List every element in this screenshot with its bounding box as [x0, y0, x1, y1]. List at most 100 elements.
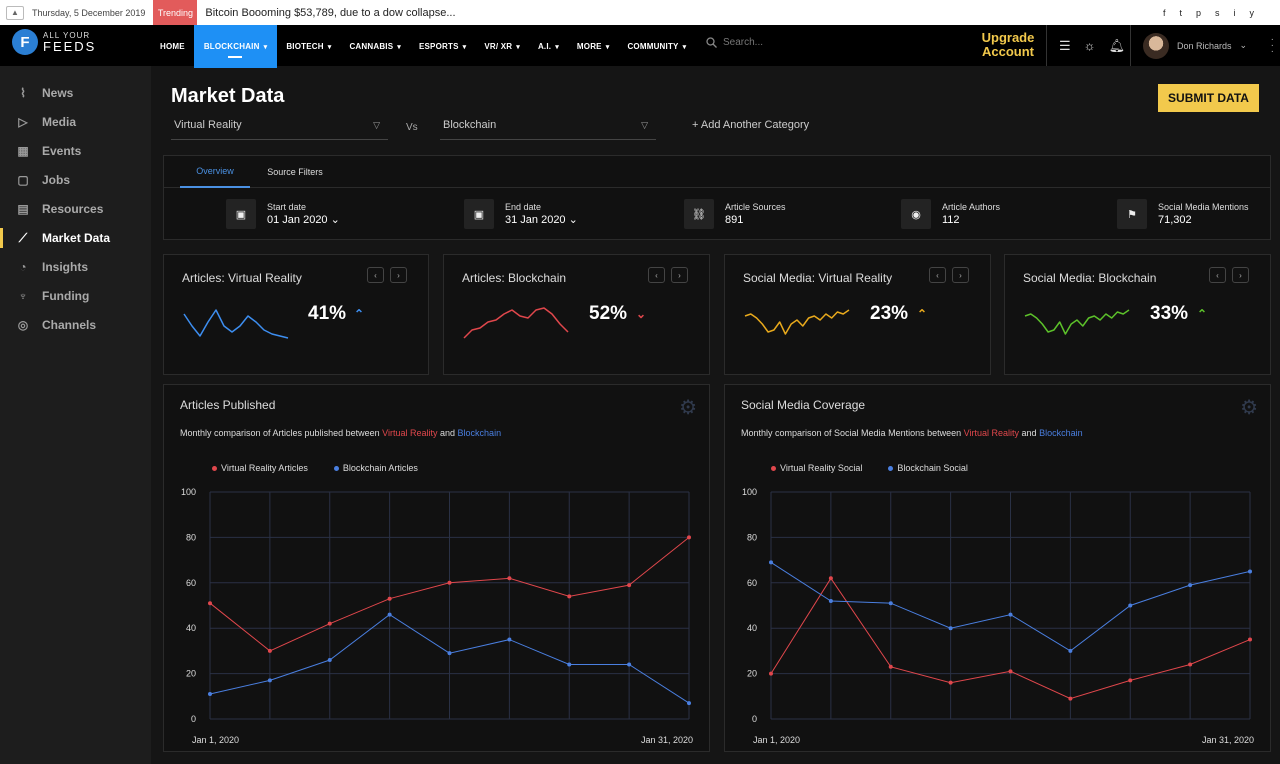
bell-icon[interactable]: 🔔︎ [1108, 37, 1126, 53]
sidebar-item-market-data[interactable]: ⟋ Market Data [0, 224, 151, 252]
data-point[interactable] [769, 560, 773, 565]
category-a-select[interactable]: Virtual Reality ▽ [171, 111, 388, 140]
legend-item[interactable]: Blockchain Articles [333, 463, 418, 473]
gear-icon[interactable]: ⚙ [679, 397, 697, 419]
legend-item[interactable]: Virtual Reality Articles [212, 463, 308, 473]
legend-item[interactable]: Virtual Reality Social [771, 463, 862, 473]
legend-item[interactable]: Blockchain Social [888, 463, 968, 473]
nav-item-esports[interactable]: ESPORTS ▾ [410, 25, 475, 68]
data-point[interactable] [888, 664, 893, 669]
list-view-icon[interactable]: ☰ [1059, 37, 1071, 53]
data-point[interactable] [627, 583, 632, 588]
data-point[interactable] [267, 648, 272, 653]
data-point[interactable] [948, 626, 953, 631]
twitter-icon[interactable]: t [1179, 7, 1182, 18]
pinterest-icon[interactable]: p [1195, 7, 1201, 18]
sidebar-item-funding[interactable]: ♆ Funding [0, 282, 151, 310]
chevron-left-icon[interactable]: ‹ [367, 267, 384, 283]
soundcloud-icon[interactable]: s [1215, 7, 1220, 18]
articles-published-panel: Articles Published ⚙ Monthly comparison of… [163, 384, 710, 752]
add-category-button[interactable]: + Add Another Category [692, 119, 810, 131]
data-point[interactable] [267, 678, 272, 683]
data-point[interactable] [447, 580, 452, 585]
upgrade-account-link[interactable]: Upgrade Account [981, 30, 1035, 59]
sidebar-item-jobs[interactable]: ▢ Jobs [0, 166, 151, 194]
youtube-icon[interactable]: y [1249, 7, 1255, 18]
chevron-right-icon[interactable]: › [671, 267, 688, 283]
article-authors-value: 112 [942, 214, 960, 226]
data-point[interactable] [687, 535, 691, 540]
facebook-icon[interactable]: f [1162, 7, 1166, 18]
trending-headline[interactable]: Bitcoin Boooming $53,789, due to a dow c… [205, 6, 456, 19]
end-date-picker[interactable]: ▣ End date 31 Jan 2020 ⌄ [464, 199, 578, 229]
user-menu[interactable]: Don Richards ⌄ [1130, 25, 1247, 66]
data-point[interactable] [948, 680, 953, 685]
nav-item-home[interactable]: HOME [151, 25, 194, 68]
gear-icon[interactable]: ⚙ [1240, 397, 1258, 419]
data-point[interactable] [1128, 678, 1133, 683]
data-point[interactable] [387, 596, 392, 601]
search-input[interactable]: Search... [723, 37, 764, 48]
start-date-picker[interactable]: ▣ Start date 01 Jan 2020 ⌄ [226, 199, 340, 229]
data-point[interactable] [1128, 603, 1133, 608]
chevron-left-icon[interactable]: ‹ [1209, 267, 1226, 283]
data-point[interactable] [507, 637, 512, 642]
data-point[interactable] [1188, 583, 1193, 588]
data-point[interactable] [507, 576, 512, 581]
sidebar-item-news[interactable]: ⌇ News [0, 79, 151, 107]
chevron-right-icon[interactable]: › [952, 267, 969, 283]
nav-item-cannabis[interactable]: CANNABIS ▾ [340, 25, 410, 68]
data-point[interactable] [888, 601, 893, 606]
nav-item-biotech[interactable]: BIOTECH ▾ [277, 25, 340, 68]
data-point[interactable] [828, 598, 833, 603]
avatar[interactable] [1143, 32, 1169, 59]
sidebar-item-channels[interactable]: ◎ Channels [0, 311, 151, 339]
sidebar-item-resources[interactable]: ▤ Resources [0, 195, 151, 223]
calendar-icon: ▣ [226, 199, 256, 229]
data-point[interactable] [208, 692, 212, 697]
nav-item-label: A.I. [537, 42, 552, 51]
data-point[interactable] [327, 621, 332, 626]
collapse-chevron-icon[interactable]: ▲ [6, 5, 24, 20]
data-point[interactable] [1008, 669, 1013, 674]
submit-data-button[interactable]: SUBMIT DATA [1158, 84, 1259, 112]
data-point[interactable] [828, 576, 833, 581]
chevron-right-icon[interactable]: › [390, 267, 407, 283]
data-point[interactable] [567, 662, 572, 667]
data-point[interactable] [1068, 648, 1073, 653]
data-point[interactable] [327, 657, 332, 662]
data-point[interactable] [208, 601, 212, 606]
tab-overview[interactable]: Overview [180, 156, 250, 188]
nav-item-community[interactable]: COMMUNITY ▾ [618, 25, 695, 68]
instagram-icon[interactable]: i [1233, 7, 1236, 18]
data-point[interactable] [1068, 696, 1073, 701]
data-point[interactable] [627, 662, 632, 667]
nav-item-blockchain[interactable]: BLOCKCHAIN ▾ [193, 25, 278, 68]
data-point[interactable] [447, 651, 452, 656]
data-point[interactable] [1008, 612, 1013, 617]
brightness-icon[interactable]: ☼ [1083, 38, 1096, 53]
chevron-left-icon[interactable]: ‹ [929, 267, 946, 283]
chevron-right-icon[interactable]: › [1232, 267, 1249, 283]
nav-item-a-i[interactable]: A.I. ▾ [529, 25, 568, 68]
data-point[interactable] [769, 671, 773, 676]
search-box[interactable]: Search... [706, 37, 763, 48]
chevron-left-icon[interactable]: ‹ [648, 267, 665, 283]
brand-logo[interactable]: F ALL YOUR FEEDS [12, 29, 96, 55]
sidebar-item-insights[interactable]: ◔ Insights [0, 253, 151, 281]
tab-source-filters[interactable]: Source Filters [267, 167, 323, 177]
category-b-select[interactable]: Blockchain ▽ [440, 111, 656, 140]
sparkline-series [463, 307, 569, 339]
data-point[interactable] [567, 594, 572, 599]
data-point[interactable] [1248, 637, 1252, 642]
sidebar-item-media[interactable]: ▷ Media [0, 108, 151, 136]
nav-item-more[interactable]: MORE ▾ [568, 25, 619, 68]
data-point[interactable] [1188, 662, 1193, 667]
data-point[interactable] [687, 701, 691, 706]
nav-item-vr-xr[interactable]: VR/ XR ▾ [475, 25, 529, 68]
more-options-icon[interactable]: · · · [1270, 34, 1274, 57]
data-point[interactable] [1248, 569, 1252, 574]
sidebar-item-events[interactable]: ▦ Events [0, 137, 151, 165]
data-point[interactable] [387, 612, 392, 617]
chevron-down-icon: ⌄ [636, 307, 647, 321]
